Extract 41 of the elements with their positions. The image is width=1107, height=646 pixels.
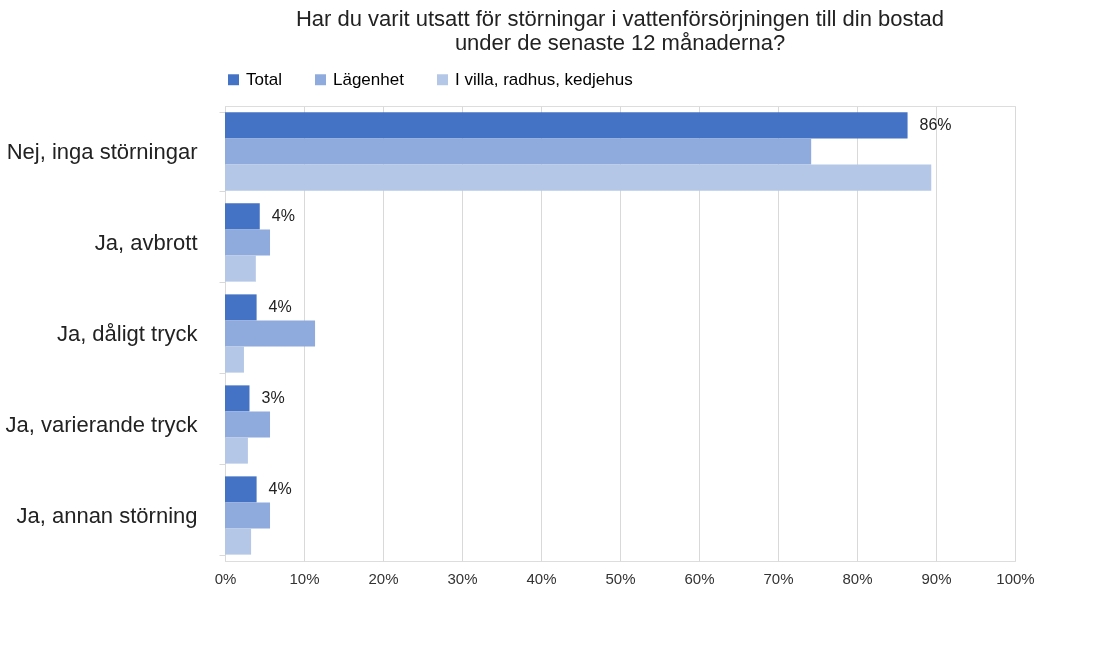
legend-label: Total [246, 69, 282, 89]
y-tick-label: Ja, avbrott [94, 230, 198, 255]
data-label: 4% [271, 207, 295, 225]
bar [225, 346, 244, 373]
y-tick-label: Ja, annan störning [16, 503, 198, 528]
x-tick-label: 70% [763, 569, 794, 587]
bar [225, 437, 248, 464]
bar [225, 320, 316, 347]
bar [225, 528, 252, 555]
bar [225, 164, 932, 191]
x-tick-label: 90% [921, 569, 952, 587]
data-label: 86% [919, 116, 952, 134]
x-tick-label: 10% [289, 569, 320, 587]
legend-label: I villa, radhus, kedjehus [455, 69, 633, 89]
data-label: 4% [268, 480, 292, 498]
bar [225, 411, 271, 438]
y-tick-label: Ja, varierande tryck [5, 412, 199, 437]
x-tick-label: 80% [842, 569, 873, 587]
bar [225, 502, 271, 529]
bar [225, 476, 257, 503]
x-tick-label: 50% [605, 569, 636, 587]
x-tick-label: 20% [368, 569, 399, 587]
bar [225, 112, 908, 139]
x-tick-label: 100% [996, 569, 1035, 587]
data-label: 4% [268, 298, 292, 316]
y-tick-label: Nej, inga störningar [6, 139, 198, 164]
x-tick-label: 30% [447, 569, 478, 587]
bar [225, 229, 271, 256]
bar [225, 385, 250, 412]
x-tick-label: 0% [214, 569, 237, 587]
bar [225, 138, 812, 165]
x-tick-label: 60% [684, 569, 715, 587]
data-label: 3% [261, 389, 285, 407]
text: Har du varit utsatt för störningar i vattenförsörjningen till din bostad [295, 6, 945, 31]
legend-label: Lägenhet [333, 69, 405, 89]
x-tick-label: 40% [526, 569, 557, 587]
bar [225, 294, 257, 321]
y-tick-label: Ja, dåligt tryck [56, 321, 199, 346]
bar [225, 255, 256, 282]
text: under de senaste 12 månaderna? [454, 30, 786, 55]
bar [225, 203, 260, 230]
